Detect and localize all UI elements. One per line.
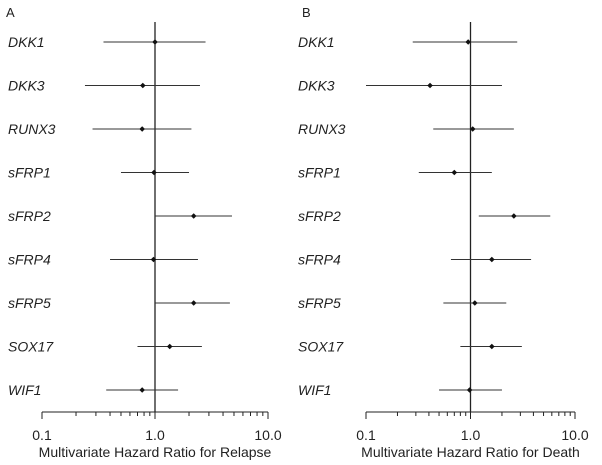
x-tick-label: 10.0 — [561, 427, 588, 443]
x-axis-title: Multivariate Hazard Ratio for Death — [361, 444, 580, 460]
x-axis-title: Multivariate Hazard Ratio for Relapse — [39, 444, 272, 460]
hazard-ratio-point — [427, 82, 433, 89]
gene-label: RUNX3 — [8, 121, 56, 137]
gene-label: SOX17 — [8, 339, 54, 355]
hazard-ratio-point — [489, 343, 495, 350]
hazard-ratio-point — [472, 300, 478, 306]
gene-label: sFRP2 — [298, 208, 341, 224]
x-tick-label: 0.1 — [356, 427, 376, 443]
hazard-ratio-point — [166, 343, 173, 350]
x-tick-label: 1.0 — [145, 427, 165, 443]
gene-label: WIF1 — [298, 382, 331, 398]
gene-label: sFRP1 — [298, 165, 341, 181]
gene-label: sFRP5 — [298, 295, 341, 311]
gene-label: sFRP1 — [8, 165, 51, 181]
gene-label: WIF1 — [8, 382, 41, 398]
hazard-ratio-point — [469, 126, 476, 132]
gene-label: DKK1 — [8, 34, 45, 50]
x-tick-label: 10.0 — [254, 427, 281, 443]
gene-label: sFRP4 — [8, 252, 51, 268]
gene-label: sFRP4 — [298, 252, 341, 268]
hazard-ratio-point — [139, 387, 145, 393]
gene-label: sFRP2 — [8, 208, 51, 224]
hazard-ratio-point — [152, 39, 158, 45]
panel-letter: B — [302, 5, 311, 20]
gene-label: DKK3 — [298, 78, 335, 94]
hazard-ratio-point — [139, 126, 145, 132]
hazard-ratio-point — [150, 256, 157, 263]
hazard-ratio-point — [466, 387, 473, 393]
hazard-ratio-point — [489, 256, 495, 263]
hazard-ratio-point — [451, 169, 458, 176]
gene-label: DKK1 — [298, 34, 335, 50]
hazard-ratio-point — [151, 169, 157, 176]
hazard-ratio-point — [511, 213, 517, 219]
hazard-ratio-point — [190, 300, 197, 306]
hazard-ratio-point — [190, 213, 197, 219]
hazard-ratio-point — [465, 39, 471, 45]
gene-label: DKK3 — [8, 78, 45, 94]
hazard-ratio-point — [140, 82, 146, 89]
gene-label: SOX17 — [298, 339, 344, 355]
x-tick-label: 0.1 — [32, 427, 52, 443]
x-tick-label: 1.0 — [461, 427, 481, 443]
gene-label: sFRP5 — [8, 295, 51, 311]
gene-label: RUNX3 — [298, 121, 346, 137]
panel-letter: A — [6, 5, 15, 20]
